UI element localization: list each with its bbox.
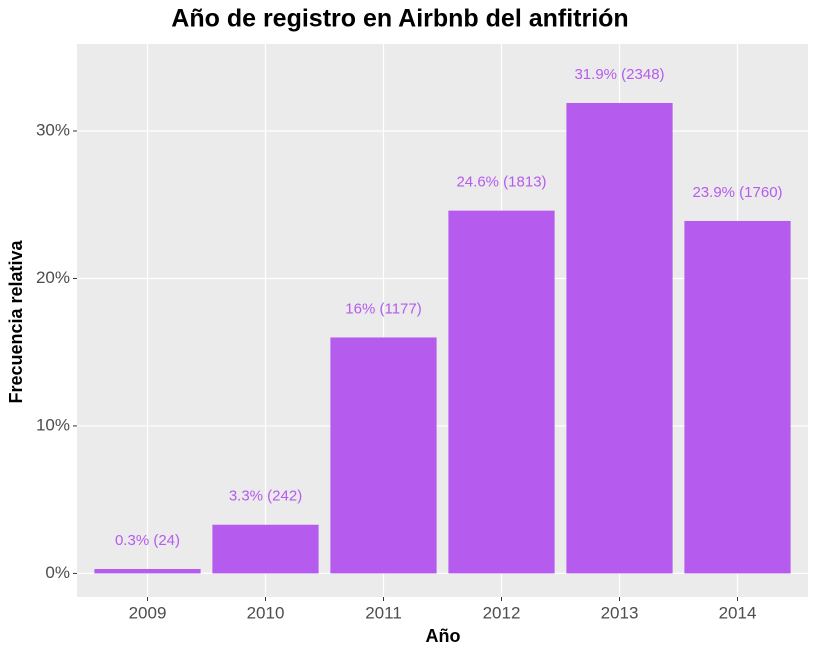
x-tick-label: 2010 [247,603,285,622]
x-tick-label: 2013 [601,603,639,622]
value-label: 24.6% (1813) [456,174,546,191]
y-tick-label: 0% [45,563,70,582]
bar [684,220,791,574]
x-tick-label: 2009 [129,603,167,622]
chart-title: Año de registro en Airbnb del anfitrión [171,5,628,33]
x-axis-label: Año [426,626,461,646]
y-tick-label: 20% [36,268,70,287]
bar [212,524,319,574]
value-label: 23.9% (1760) [692,184,782,201]
y-tick-label: 10% [36,415,70,434]
y-axis-label: Frecuencia relativa [6,239,26,403]
bar [566,102,673,574]
x-tick-label: 2014 [719,603,757,622]
value-label: 0.3% (24) [115,532,180,549]
bar [94,568,201,574]
value-label: 16% (1177) [345,300,421,317]
x-tick-label: 2012 [483,603,521,622]
value-label: 3.3% (242) [229,488,302,505]
y-tick-label: 30% [36,120,70,139]
bar [448,210,555,574]
value-label: 31.9% (2348) [574,66,664,83]
bar [330,337,437,574]
x-tick-label: 2011 [365,603,402,622]
